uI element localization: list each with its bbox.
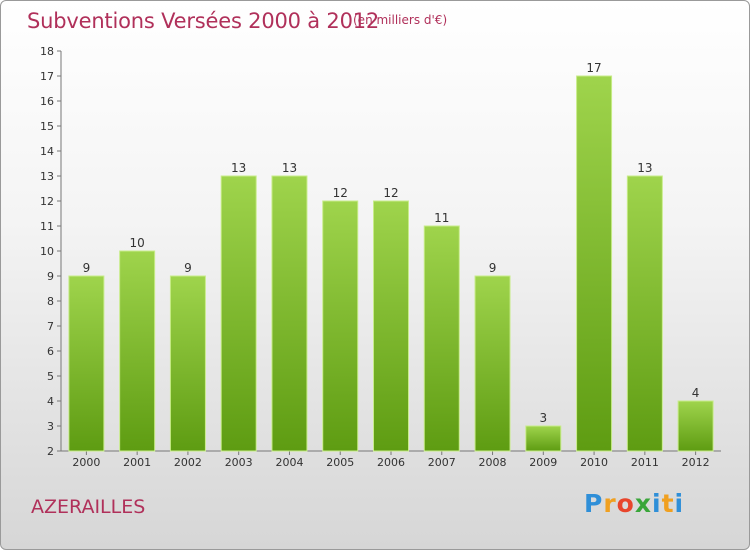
y-tick-label: 14 bbox=[40, 145, 54, 158]
x-tick-label: 2008 bbox=[479, 456, 507, 469]
x-tick-label: 2009 bbox=[529, 456, 557, 469]
y-tick-label: 4 bbox=[47, 395, 54, 408]
bar bbox=[322, 200, 359, 452]
data-label: 9 bbox=[184, 261, 192, 275]
data-label: 13 bbox=[637, 161, 652, 175]
data-label: 3 bbox=[539, 411, 547, 425]
chart-data-labels: 9 10 9 13 13 12 12 11 9 3 17 13 4 bbox=[83, 61, 700, 425]
x-tick-label: 2005 bbox=[326, 456, 354, 469]
x-tick-label: 2011 bbox=[631, 456, 659, 469]
data-label: 12 bbox=[383, 186, 398, 200]
x-tick-label: 2012 bbox=[682, 456, 710, 469]
x-tick-label: 2000 bbox=[72, 456, 100, 469]
x-tick-label: 2002 bbox=[174, 456, 202, 469]
bar bbox=[626, 175, 663, 452]
data-label: 17 bbox=[586, 61, 601, 75]
bar bbox=[474, 275, 511, 452]
y-tick-label: 11 bbox=[40, 220, 54, 233]
bar bbox=[119, 250, 156, 452]
bar bbox=[525, 425, 562, 452]
bar bbox=[169, 275, 206, 452]
bar bbox=[576, 75, 613, 452]
bar bbox=[677, 400, 714, 452]
data-label: 10 bbox=[130, 236, 145, 250]
x-tick-label: 2001 bbox=[123, 456, 151, 469]
data-label: 11 bbox=[434, 211, 449, 225]
bar bbox=[68, 275, 105, 452]
y-tick-label: 10 bbox=[40, 245, 54, 258]
data-label: 9 bbox=[489, 261, 497, 275]
y-tick-label: 5 bbox=[47, 370, 54, 383]
bar bbox=[373, 200, 409, 452]
y-tick-label: 2 bbox=[47, 445, 54, 458]
y-tick-label: 9 bbox=[47, 270, 54, 283]
y-tick-label: 12 bbox=[40, 195, 54, 208]
x-tick-label: 2006 bbox=[377, 456, 405, 469]
chart-subtitle: (en milliers d'€) bbox=[353, 13, 448, 27]
x-tick-label: 2010 bbox=[580, 456, 608, 469]
x-tick-label: 2007 bbox=[428, 456, 456, 469]
y-tick-label: 18 bbox=[40, 45, 54, 58]
y-tick-label: 13 bbox=[40, 170, 54, 183]
y-tick-label: 3 bbox=[47, 420, 54, 433]
chart-title: Subventions Versées 2000 à 2012 bbox=[27, 9, 380, 33]
x-tick-label: 2003 bbox=[225, 456, 253, 469]
bar bbox=[271, 175, 308, 452]
y-tick-label: 17 bbox=[40, 70, 54, 83]
bar bbox=[423, 225, 460, 452]
y-tick-label: 16 bbox=[40, 95, 54, 108]
y-tick-label: 8 bbox=[47, 295, 54, 308]
proxiti-logo: Proxiti bbox=[584, 489, 685, 518]
y-tick-label: 7 bbox=[47, 320, 54, 333]
data-label: 9 bbox=[83, 261, 91, 275]
x-tick-label: 2004 bbox=[275, 456, 303, 469]
data-label: 13 bbox=[231, 161, 246, 175]
bar bbox=[220, 175, 257, 452]
y-tick-label: 6 bbox=[47, 345, 54, 358]
commune-name: AZERAILLES bbox=[31, 496, 146, 518]
data-label: 12 bbox=[333, 186, 348, 200]
data-label: 4 bbox=[692, 386, 700, 400]
data-label: 13 bbox=[282, 161, 297, 175]
chart-bars bbox=[68, 75, 714, 452]
y-tick-label: 15 bbox=[40, 120, 54, 133]
chart-axes: 2 3 4 5 6 7 8 9 10 11 12 13 14 15 16 17 18 2000 2001 2002 20… bbox=[40, 45, 721, 469]
